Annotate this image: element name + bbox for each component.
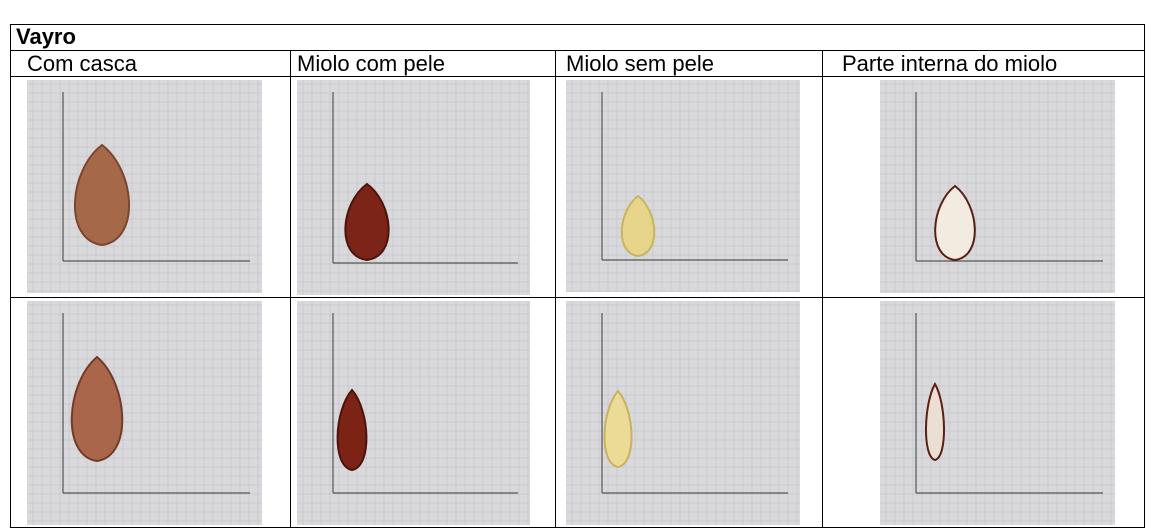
table-title: Vayro	[16, 24, 76, 49]
column-header: Miolo sem pele	[566, 51, 714, 76]
almond	[70, 355, 124, 463]
photo	[27, 80, 262, 293]
table-border	[10, 527, 1145, 528]
almond	[925, 382, 945, 462]
photo	[566, 301, 800, 525]
photo	[297, 301, 530, 525]
photo-background	[880, 80, 1115, 293]
column-header: Com casca	[27, 51, 138, 76]
column-header: Parte interna do miolo	[842, 51, 1058, 76]
column-header: Miolo com pele	[297, 51, 445, 76]
almond	[620, 194, 656, 258]
almond	[934, 184, 976, 262]
photo	[880, 80, 1115, 293]
table-border	[10, 50, 1145, 51]
table-border	[822, 50, 823, 528]
almond	[603, 389, 633, 469]
photo-background	[27, 80, 262, 293]
table-border	[10, 297, 1145, 298]
photo-background	[297, 80, 530, 295]
almond	[336, 388, 368, 472]
table-border	[10, 24, 1145, 25]
table-border	[1144, 24, 1145, 528]
table-border	[10, 76, 1145, 77]
photo	[297, 80, 530, 295]
almond	[344, 182, 390, 262]
table-border	[555, 50, 556, 528]
table-border	[10, 24, 11, 528]
photo	[27, 301, 262, 525]
almond	[73, 143, 131, 247]
photo	[880, 301, 1115, 525]
table-border	[290, 50, 291, 528]
photo	[566, 80, 800, 292]
